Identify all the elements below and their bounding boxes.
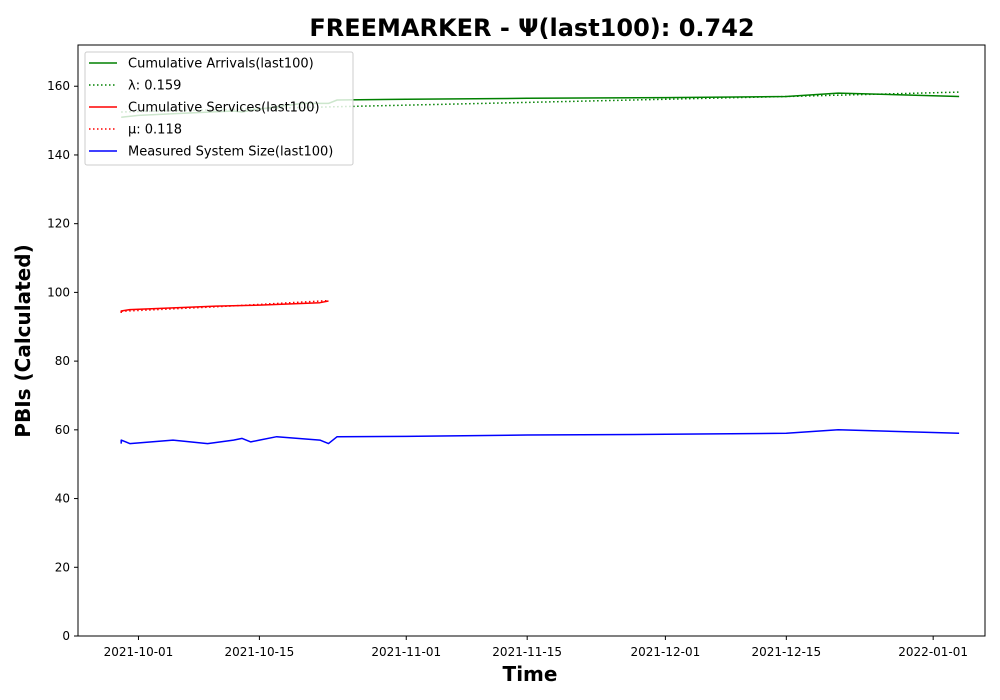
y-axis-title: PBIs (Calculated) (11, 244, 35, 437)
x-tick-label: 2021-12-01 (631, 645, 701, 659)
x-tick-label: 2021-11-15 (492, 645, 562, 659)
x-axis-title: Time (503, 662, 558, 686)
y-tick-label: 160 (47, 79, 70, 93)
legend-label: Measured System Size(last100) (128, 145, 333, 160)
x-tick-label: 2021-10-15 (225, 645, 295, 659)
y-tick-label: 40 (55, 492, 70, 506)
legend: Cumulative Arrivals(last100) λ: 0.159 Cumu… (84, 51, 354, 166)
legend-label: λ: 0.159 (128, 79, 181, 94)
x-tick-label: 2022-01-01 (898, 645, 968, 659)
y-tick-label: 80 (55, 354, 70, 368)
x-tick-label: 2021-10-01 (104, 645, 174, 659)
series-line-5 (120, 429, 960, 445)
legend-box (84, 51, 354, 166)
y-tick-label: 20 (55, 560, 70, 574)
y-tick-label: 140 (47, 148, 70, 162)
x-tick-label: 2021-12-15 (751, 645, 821, 659)
x-tick-label: 2021-11-01 (371, 645, 441, 659)
axes: 2021-10-01 2021-10-15 2021-11-01 2021-11-15… (47, 79, 968, 659)
legend-label: Cumulative Arrivals(last100) (128, 57, 314, 72)
legend-label: μ: 0.118 (128, 123, 182, 138)
y-tick-label: 100 (47, 285, 70, 299)
y-tick-label: 0 (62, 629, 70, 643)
plot-frame (77, 44, 986, 637)
y-tick-label: 120 (47, 217, 70, 231)
chart-title: FREEMARKER - Ψ(last100): 0.742 (309, 14, 754, 42)
y-tick-label: 60 (55, 423, 70, 437)
legend-label: Cumulative Services(last100) (128, 101, 320, 116)
